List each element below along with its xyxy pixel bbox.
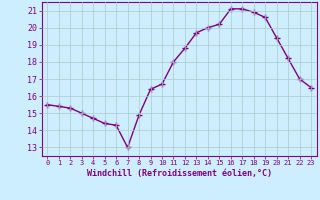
X-axis label: Windchill (Refroidissement éolien,°C): Windchill (Refroidissement éolien,°C) [87, 169, 272, 178]
